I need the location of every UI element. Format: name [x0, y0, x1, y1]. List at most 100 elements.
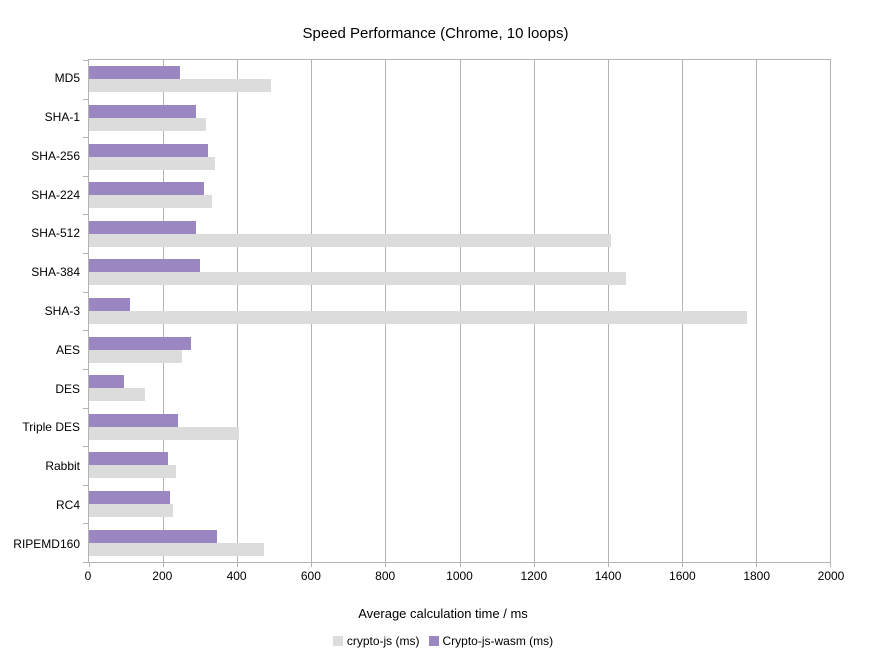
x-axis-tick-600 — [311, 562, 313, 567]
x-tick-label-2000: 2000 — [817, 569, 845, 583]
bar-row-sha-256 — [89, 137, 830, 176]
bar-crypto-js-ms--sha-3 — [89, 310, 747, 324]
y-axis-tick — [83, 253, 88, 255]
bar-row-sha-384 — [89, 253, 830, 292]
x-axis-tick-1200 — [533, 562, 535, 567]
bar-crypto-js-ms--ripemd160 — [89, 542, 264, 556]
x-axis-tick-2000 — [830, 562, 831, 567]
legend: crypto-js (ms) Crypto-js-wasm (ms) — [0, 634, 871, 648]
bar-crypto-js-wasm-ms--ripemd160 — [89, 529, 217, 543]
chart-title: Speed Performance (Chrome, 10 loops) — [302, 25, 569, 42]
category-label-sha-3: SHA-3 — [44, 303, 80, 318]
y-axis-tick — [83, 562, 88, 563]
bar-crypto-js-ms--rc4 — [89, 504, 174, 517]
bar-row-sha-1 — [89, 99, 830, 138]
bar-crypto-js-ms--des — [89, 388, 145, 402]
bar-crypto-js-wasm-ms--des — [89, 375, 125, 389]
x-axis-tick-0 — [89, 562, 90, 567]
bar-row-ripemd160 — [89, 523, 830, 562]
category-label-ripemd160: RIPEMD160 — [13, 536, 80, 551]
bar-crypto-js-wasm-ms--sha-3 — [89, 297, 130, 311]
x-tick-label-200: 200 — [152, 569, 173, 583]
bar-crypto-js-ms--sha-224 — [89, 195, 213, 209]
y-axis-tick — [83, 523, 88, 525]
bar-crypto-js-ms--sha-1 — [89, 117, 206, 131]
bar-crypto-js-ms--sha-256 — [89, 156, 215, 170]
x-tick-labels: 0 200 400 600 800 1000 1200 1400 1600 1800 2000 — [84, 569, 845, 583]
plot-area — [83, 59, 831, 567]
x-tick-label-0: 0 — [84, 569, 92, 583]
category-label-des: DES — [55, 381, 80, 396]
legend-label: Crypto-js-wasm (ms) — [442, 634, 554, 648]
bar-crypto-js-wasm-ms--rc4 — [89, 491, 170, 504]
bar-crypto-js-wasm-ms--aes — [89, 336, 191, 350]
y-axis-tick — [83, 446, 88, 448]
category-label-triple-des: Triple DES — [22, 420, 80, 435]
y-axis-tick — [83, 291, 88, 293]
x-axis-tick-1800 — [755, 562, 757, 567]
category-label-md5: MD5 — [54, 71, 80, 86]
bar-crypto-js-wasm-ms--sha-512 — [89, 220, 197, 234]
bar-row-des — [89, 369, 830, 408]
y-axis-tick — [83, 330, 88, 332]
y-axis-tick — [83, 98, 88, 100]
x-tick-label-400: 400 — [226, 569, 247, 583]
bar-crypto-js-wasm-ms--rabbit — [89, 452, 168, 466]
bar-row-sha-3 — [89, 292, 830, 331]
y-axis-tick — [83, 60, 88, 61]
category-label-aes: AES — [55, 342, 80, 357]
category-label-sha-512: SHA-512 — [31, 226, 80, 241]
legend-item-crypto-js-wasm-ms-: Crypto-js-wasm (ms) — [428, 634, 554, 648]
bar-row-md5 — [89, 60, 830, 99]
bar-row-rabbit — [89, 446, 830, 485]
x-axis-tick-800 — [385, 562, 387, 567]
bar-row-aes — [89, 330, 830, 369]
bar-crypto-js-ms--triple-des — [89, 426, 240, 440]
bar-row-sha-512 — [89, 214, 830, 253]
bar-row-triple-des — [89, 407, 830, 446]
bar-crypto-js-wasm-ms--sha-1 — [89, 104, 197, 118]
y-axis-tick — [83, 214, 88, 216]
y-axis-tick — [83, 368, 88, 370]
x-tick-label-1200: 1200 — [520, 569, 548, 583]
x-axis-tick-1600 — [681, 562, 683, 567]
legend-swatch-icon — [428, 636, 439, 646]
category-axis-labels: MD5 SHA-1 SHA-256 SHA-224 SHA-512 SHA-384 SHA-… — [0, 59, 80, 563]
category-label-rc4: RC4 — [55, 497, 80, 512]
category-label-sha-224: SHA-224 — [31, 187, 80, 202]
y-axis-tick — [83, 484, 88, 486]
bar-rows — [89, 60, 830, 562]
y-axis-tick — [83, 175, 88, 177]
y-axis-tick — [83, 137, 88, 139]
x-axis-tick-400 — [237, 562, 239, 567]
x-tick-label-600: 600 — [300, 569, 321, 583]
x-tick-label-1400: 1400 — [594, 569, 622, 583]
x-tick-label-800: 800 — [375, 569, 396, 583]
x-tick-label-1000: 1000 — [446, 569, 473, 583]
category-label-sha-1: SHA-1 — [44, 110, 80, 125]
y-axis-tick — [83, 407, 88, 409]
x-axis-tick-1400 — [607, 562, 609, 567]
legend-item-crypto-js-ms-: crypto-js (ms) — [332, 634, 420, 648]
x-tick-label-1800: 1800 — [743, 569, 771, 583]
x-axis-title: Average calculation time / ms — [358, 606, 528, 621]
bar-row-rc4 — [89, 485, 830, 524]
x-axis-tick-200 — [163, 562, 165, 567]
legend-swatch-icon — [332, 636, 343, 646]
category-label-sha-384: SHA-384 — [31, 265, 80, 280]
bar-crypto-js-ms--md5 — [89, 79, 271, 93]
bar-crypto-js-ms--rabbit — [89, 465, 177, 479]
gridline-1800 — [755, 60, 757, 562]
bar-crypto-js-ms--sha-512 — [89, 233, 612, 247]
x-tick-label-1600: 1600 — [669, 569, 696, 583]
bar-crypto-js-wasm-ms--sha-384 — [89, 259, 201, 273]
bar-crypto-js-ms--sha-384 — [89, 272, 627, 286]
bar-crypto-js-wasm-ms--md5 — [89, 66, 180, 80]
category-label-sha-256: SHA-256 — [31, 148, 80, 163]
bar-crypto-js-wasm-ms--triple-des — [89, 413, 178, 427]
x-axis-tick-1000 — [459, 562, 461, 567]
bar-crypto-js-wasm-ms--sha-224 — [89, 182, 204, 196]
category-label-rabbit: Rabbit — [45, 459, 80, 474]
legend-label: crypto-js (ms) — [346, 634, 420, 648]
bar-crypto-js-wasm-ms--sha-256 — [89, 143, 208, 157]
